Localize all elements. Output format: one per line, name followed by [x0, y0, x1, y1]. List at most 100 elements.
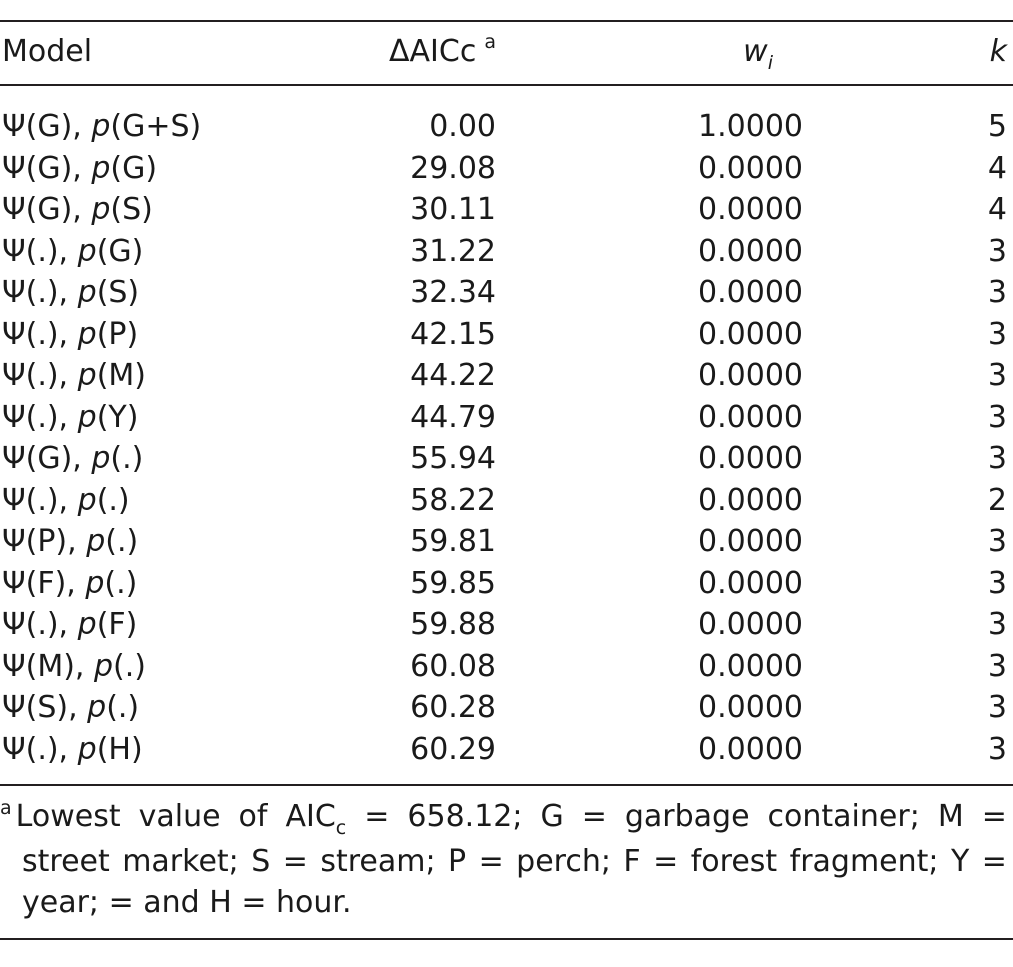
delta-aicc-cell: 32.34 [410, 275, 496, 310]
psi-term: Ψ(.), [2, 316, 78, 352]
weight-cell: 1.0000 [698, 109, 803, 144]
footnote-word: S [251, 844, 271, 879]
model-cell: Ψ(.), p(.) [2, 480, 130, 522]
header-weight-base: w [743, 34, 768, 69]
header-delta-aicc-label: ΔAICc [389, 34, 477, 69]
p-args: (P) [96, 316, 139, 352]
p-args: (G+S) [110, 109, 202, 144]
p-args: (S) [110, 192, 153, 227]
psi-term: Ψ(.), [2, 275, 78, 310]
table-row: Ψ(G), p(S) 30.11 0.0000 4 [0, 189, 1013, 231]
table-row: Ψ(P), p(.) 59.81 0.0000 3 [0, 521, 1013, 563]
weight-cell: 0.0000 [698, 358, 803, 393]
header-weight-sub: i [767, 52, 773, 74]
p-symbol: p [77, 275, 97, 310]
delta-aicc-cell: 31.22 [410, 233, 496, 269]
weight-cell: 0.0000 [698, 192, 803, 227]
footnote-word: value [138, 799, 221, 834]
psi-term: Ψ(M), [2, 648, 94, 684]
p-args: (.) [106, 690, 140, 725]
k-cell: 2 [987, 482, 1007, 518]
footnote-aic: AICc [285, 796, 346, 841]
footnote-word: fragment; [789, 844, 939, 879]
delta-aicc-cell: 0.00 [429, 109, 496, 144]
p-symbol: p [77, 607, 97, 642]
delta-aicc-cell: 60.29 [410, 731, 496, 767]
p-args: (G) [110, 150, 158, 186]
delta-aicc-cell: 59.85 [410, 565, 496, 601]
p-args: (.) [110, 441, 144, 476]
psi-term: Ψ(G), [2, 150, 92, 186]
delta-aicc-cell: 60.28 [410, 690, 496, 725]
table-header-rule [0, 84, 1013, 86]
psi-term: Ψ(.), [2, 731, 78, 767]
footnote-word: Y [950, 844, 970, 879]
footnote-word: market; [122, 844, 239, 879]
weight-cell: 0.0000 [698, 565, 803, 601]
k-cell: 3 [987, 731, 1007, 767]
footnote-lead: a Lowest [0, 796, 121, 841]
delta-aicc-cell: 59.88 [410, 607, 496, 642]
table-row: Ψ(.), p(P) 42.15 0.0000 3 [0, 314, 1013, 356]
p-args: (F) [96, 607, 138, 642]
p-args: (Y) [96, 399, 139, 435]
delta-aicc-cell: 58.22 [410, 482, 496, 518]
footnote-word: AIC [285, 799, 336, 834]
table-row: Ψ(.), p(M) 44.22 0.0000 3 [0, 355, 1013, 397]
delta-aicc-cell: 44.79 [410, 399, 496, 435]
k-cell: 4 [987, 150, 1007, 186]
table-row: Ψ(.), p(.) 58.22 0.0000 2 [0, 480, 1013, 522]
k-cell: 3 [987, 358, 1007, 393]
table-row: Ψ(.), p(G) 31.22 0.0000 3 [0, 231, 1013, 273]
model-cell: Ψ(P), p(.) [2, 521, 138, 563]
psi-term: Ψ(.), [2, 607, 78, 642]
delta-aicc-cell: 29.08 [410, 150, 496, 186]
delta-aicc-cell: 59.81 [410, 524, 496, 559]
table-row: Ψ(.), p(H) 60.29 0.0000 3 [0, 729, 1013, 771]
footnote-word: = [653, 844, 679, 879]
model-cell: Ψ(.), p(F) [2, 604, 137, 646]
weight-cell: 0.0000 [698, 275, 803, 310]
table-footnote: a Lowest value of AICc = 658.12; G = garb… [0, 796, 1013, 923]
header-weight: wi [743, 28, 773, 79]
table-row: Ψ(S), p(.) 60.28 0.0000 3 [0, 687, 1013, 729]
delta-aicc-cell: 44.22 [410, 358, 496, 393]
p-symbol: p [93, 648, 114, 684]
header-k: k [989, 34, 1007, 69]
k-cell: 3 [987, 648, 1007, 684]
weight-cell: 0.0000 [698, 233, 803, 269]
k-cell: 3 [987, 607, 1007, 642]
footnote-word: F [623, 844, 641, 879]
weight-cell: 0.0000 [698, 399, 803, 435]
psi-term: Ψ(.), [2, 358, 78, 393]
table-row: Ψ(G), p(G) 29.08 0.0000 4 [0, 148, 1013, 190]
weight-cell: 0.0000 [698, 524, 803, 559]
p-symbol: p [91, 109, 111, 144]
footnote-line-1: a Lowest value of AICc = 658.12; G = garb… [0, 796, 1013, 841]
table-row: Ψ(F), p(.) 59.85 0.0000 3 [0, 563, 1013, 605]
model-cell: Ψ(F), p(.) [2, 563, 137, 605]
p-symbol: p [86, 524, 106, 559]
footnote-word: = [364, 799, 390, 834]
p-args: (M) [96, 358, 146, 393]
p-symbol: p [87, 690, 107, 725]
p-args: (G) [96, 233, 144, 269]
footnote-word: of [238, 799, 268, 834]
table-bottom-rule [0, 938, 1013, 940]
p-symbol: p [91, 150, 111, 186]
weight-cell: 0.0000 [698, 150, 803, 186]
weight-cell: 0.0000 [698, 482, 803, 518]
table-top-rule [0, 20, 1013, 22]
model-cell: Ψ(G), p(G) [2, 148, 157, 190]
footnote-word: Lowest [15, 799, 121, 834]
k-cell: 4 [987, 192, 1007, 227]
weight-cell: 0.0000 [698, 316, 803, 352]
p-args: (S) [96, 275, 140, 310]
psi-term: Ψ(.), [2, 482, 78, 518]
footnote-word: G [540, 799, 564, 834]
psi-term: Ψ(S), [2, 690, 88, 725]
weight-cell: 0.0000 [698, 731, 803, 767]
k-cell: 3 [987, 524, 1007, 559]
model-cell: Ψ(.), p(S) [2, 272, 139, 314]
footnote-line-2: street market; S = stream; P = perch; F … [0, 841, 1013, 882]
